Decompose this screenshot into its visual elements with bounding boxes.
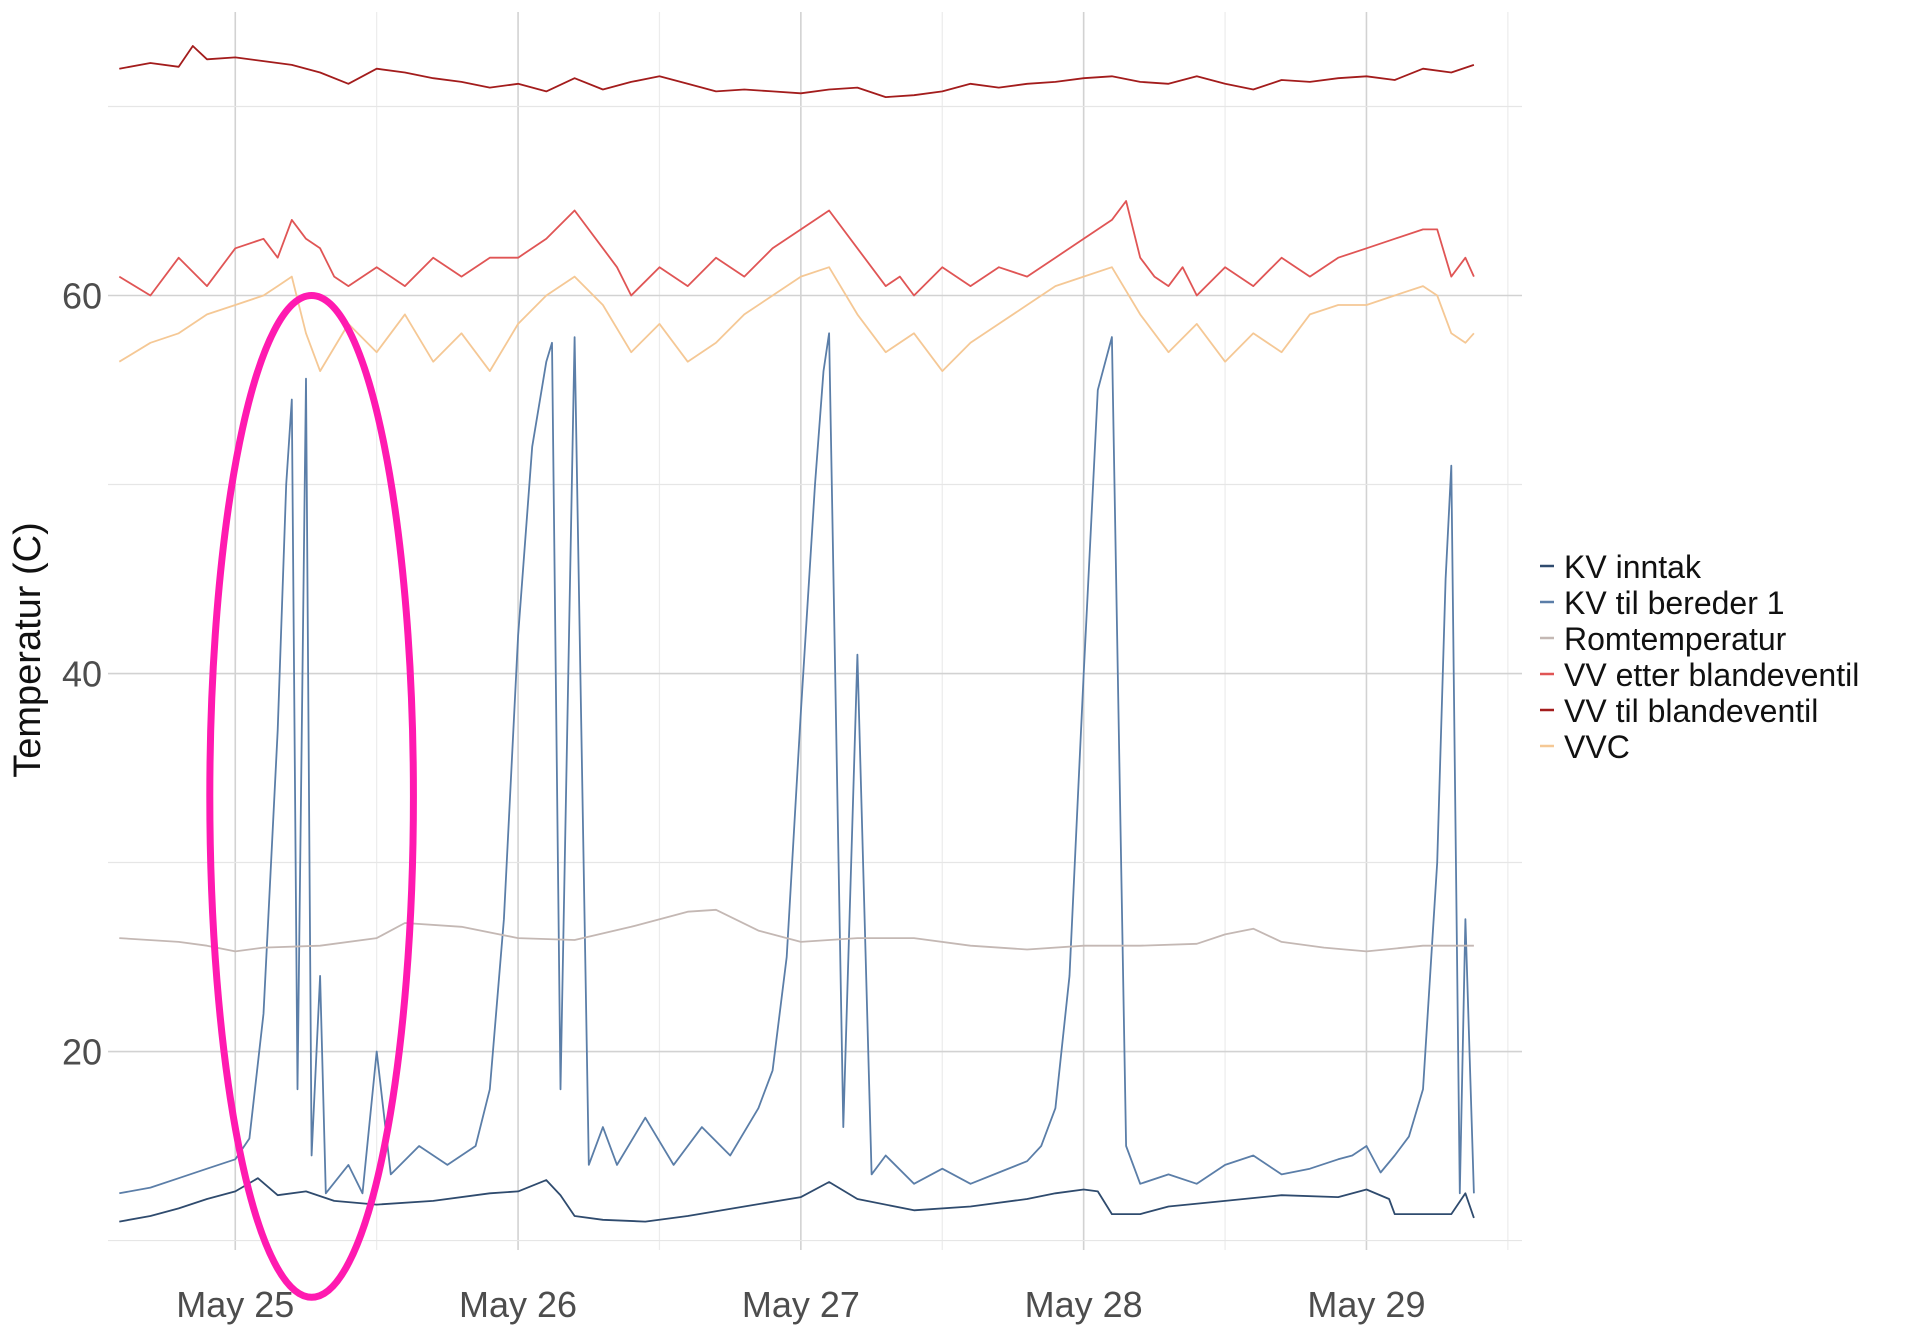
legend-label: VVC	[1564, 729, 1630, 765]
annotations	[206, 292, 417, 1301]
legend-label: KV inntak	[1564, 549, 1702, 585]
series-line-kv-inntak	[119, 1177, 1475, 1223]
x-tick-label: May 27	[742, 1284, 860, 1325]
x-tick-label: May 25	[176, 1284, 294, 1325]
legend-label: KV til bereder 1	[1564, 585, 1785, 621]
series-line-kv-til-bereder-1	[119, 332, 1475, 1195]
series-lines	[118, 45, 1475, 1223]
x-tick-label: May 28	[1025, 1284, 1143, 1325]
series-line-vv-etter-blandeventil	[118, 200, 1475, 297]
highlight-ellipse	[206, 292, 417, 1301]
axes: May 25 May 26 May 27 May 28 May 29 20 40 60	[62, 276, 1426, 1325]
series-line-vv-til-blandeventil	[119, 45, 1475, 98]
x-tick-label: May 29	[1307, 1284, 1425, 1325]
series-line-vvc	[118, 266, 1475, 372]
legend-label: Romtemperatur	[1564, 621, 1787, 657]
grid	[108, 12, 1522, 1250]
legend-label: VV etter blandeventil	[1564, 657, 1859, 693]
y-tick-label: 60	[62, 276, 102, 317]
x-tick-label: May 26	[459, 1284, 577, 1325]
y-tick-label: 20	[62, 1032, 102, 1073]
series-line-romtemperatur	[119, 908, 1474, 953]
y-tick-label: 40	[62, 654, 102, 695]
y-axis-label: Temperatur (C)	[7, 522, 49, 778]
legend-label: VV til blandeventil	[1564, 693, 1818, 729]
